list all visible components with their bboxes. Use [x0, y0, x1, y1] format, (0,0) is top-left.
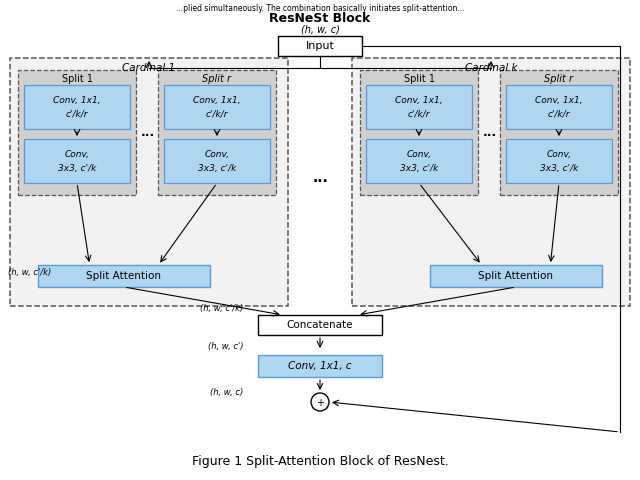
Text: (h, w, c'/k): (h, w, c'/k) [8, 268, 51, 277]
Text: Conv, 1x1,: Conv, 1x1, [535, 96, 583, 105]
Bar [10, 58, 288, 306]
Text: Split 1: Split 1 [61, 74, 93, 84]
Bar [164, 139, 270, 183]
Text: c'/k/r: c'/k/r [205, 109, 228, 119]
Bar [258, 315, 382, 335]
Text: 3x3, c'/k: 3x3, c'/k [198, 164, 236, 172]
Text: Conv,: Conv, [205, 149, 230, 158]
Bar [24, 139, 130, 183]
Text: Cardinal k: Cardinal k [465, 63, 517, 73]
Text: ...: ... [483, 127, 497, 140]
Text: Concatenate: Concatenate [287, 320, 353, 330]
Text: Conv,: Conv, [547, 149, 572, 158]
Text: 3x3, c'/k: 3x3, c'/k [58, 164, 96, 172]
Text: Conv, 1x1,: Conv, 1x1, [193, 96, 241, 105]
Text: ...: ... [141, 127, 155, 140]
Text: (h, w, c'/k): (h, w, c'/k) [200, 303, 243, 312]
Text: Split 1: Split 1 [403, 74, 435, 84]
Text: Conv,: Conv, [65, 149, 90, 158]
Bar [506, 85, 612, 129]
Text: Conv, 1x1,: Conv, 1x1, [395, 96, 443, 105]
Bar [366, 85, 472, 129]
Bar [158, 70, 276, 195]
Bar [506, 139, 612, 183]
Text: ...: ... [312, 171, 328, 185]
Text: Split Attention: Split Attention [86, 271, 161, 281]
Text: Split r: Split r [202, 74, 232, 84]
Bar [24, 85, 130, 129]
Text: c'/k/r: c'/k/r [548, 109, 570, 119]
Text: +: + [316, 398, 324, 408]
Bar [500, 70, 618, 195]
Text: Conv, 1x1, c: Conv, 1x1, c [288, 361, 352, 371]
Text: c'/k/r: c'/k/r [408, 109, 430, 119]
Text: ResNeSt Block: ResNeSt Block [269, 12, 371, 24]
Text: Figure 1 Split-Attention Block of ResNest.: Figure 1 Split-Attention Block of ResNes… [191, 456, 449, 468]
Bar [360, 70, 478, 195]
Text: Conv,: Conv, [406, 149, 431, 158]
Bar [366, 139, 472, 183]
Bar [258, 355, 382, 377]
Text: (h, w, c): (h, w, c) [301, 25, 339, 35]
Bar [164, 85, 270, 129]
Text: (h, w, c): (h, w, c) [210, 387, 243, 396]
Bar [18, 70, 136, 195]
Text: (h, w, c'): (h, w, c') [207, 343, 243, 351]
Text: Conv, 1x1,: Conv, 1x1, [53, 96, 101, 105]
Text: Input: Input [305, 41, 335, 51]
Text: Cardinal 1: Cardinal 1 [122, 63, 175, 73]
Text: Split Attention: Split Attention [479, 271, 554, 281]
Text: 3x3, c'/k: 3x3, c'/k [540, 164, 578, 172]
Text: c'/k/r: c'/k/r [66, 109, 88, 119]
Text: ...plied simultaneously. The combination basically initiates split-attention...: ...plied simultaneously. The combination… [176, 4, 464, 13]
Text: Split r: Split r [545, 74, 573, 84]
Bar [38, 265, 210, 287]
Bar [430, 265, 602, 287]
Bar [278, 36, 362, 56]
Bar [352, 58, 630, 306]
Text: 3x3, c'/k: 3x3, c'/k [400, 164, 438, 172]
Circle shape [311, 393, 329, 411]
